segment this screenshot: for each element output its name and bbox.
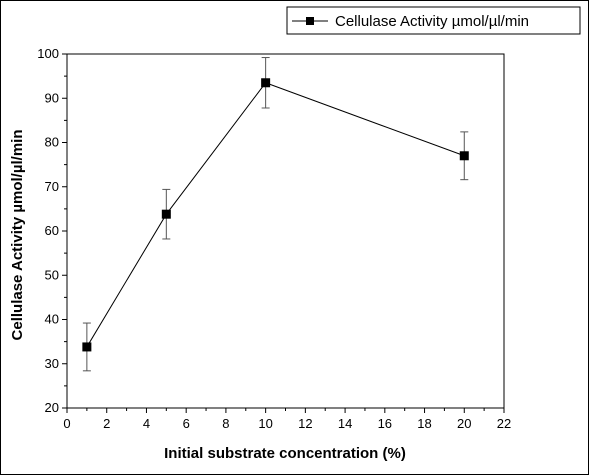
- x-tick-label: 22: [497, 416, 511, 431]
- y-tick-label: 30: [45, 356, 59, 371]
- x-tick-label: 10: [258, 416, 272, 431]
- legend-marker: [306, 17, 314, 25]
- data-point-marker: [261, 78, 271, 88]
- x-tick-label: 2: [103, 416, 110, 431]
- error-bars: [82, 57, 469, 372]
- data-points: [82, 78, 469, 352]
- x-tick-label: 18: [417, 416, 431, 431]
- x-tick-label: 14: [338, 416, 352, 431]
- legend: Cellulase Activity µmol/µl/min: [286, 6, 581, 35]
- x-tick-label: 6: [183, 416, 190, 431]
- x-tick-label: 4: [143, 416, 150, 431]
- x-axis: 0 2 4 6 8 10 12 14 16 18 20 22: [63, 408, 511, 431]
- y-tick-label: 80: [45, 135, 59, 150]
- legend-label: Cellulase Activity µmol/µl/min: [335, 13, 529, 30]
- data-point-marker: [459, 151, 469, 161]
- data-point-marker: [161, 209, 171, 219]
- x-tick-label: 8: [222, 416, 229, 431]
- data-point-marker: [82, 342, 92, 352]
- plot-area: [66, 53, 505, 409]
- x-tick-label: 20: [457, 416, 471, 431]
- x-tick-label: 12: [298, 416, 312, 431]
- y-axis-label: Cellulase Activity µmol/µl/min: [9, 130, 26, 341]
- x-tick-label: 16: [378, 416, 392, 431]
- y-tick-label: 90: [45, 90, 59, 105]
- y-axis: 20 30 40 50 60 70 80 90 100: [37, 46, 67, 415]
- y-tick-label: 40: [45, 312, 59, 327]
- y-tick-label: 70: [45, 179, 59, 194]
- y-tick-label: 50: [45, 267, 59, 282]
- y-tick-label: 60: [45, 223, 59, 238]
- y-tick-label: 20: [45, 400, 59, 415]
- x-tick-label: 0: [63, 416, 70, 431]
- series-line: [86, 82, 465, 348]
- y-tick-label: 100: [37, 46, 59, 61]
- legend-box: [286, 6, 581, 35]
- x-axis-label: Initial substrate concentration (%): [164, 445, 406, 462]
